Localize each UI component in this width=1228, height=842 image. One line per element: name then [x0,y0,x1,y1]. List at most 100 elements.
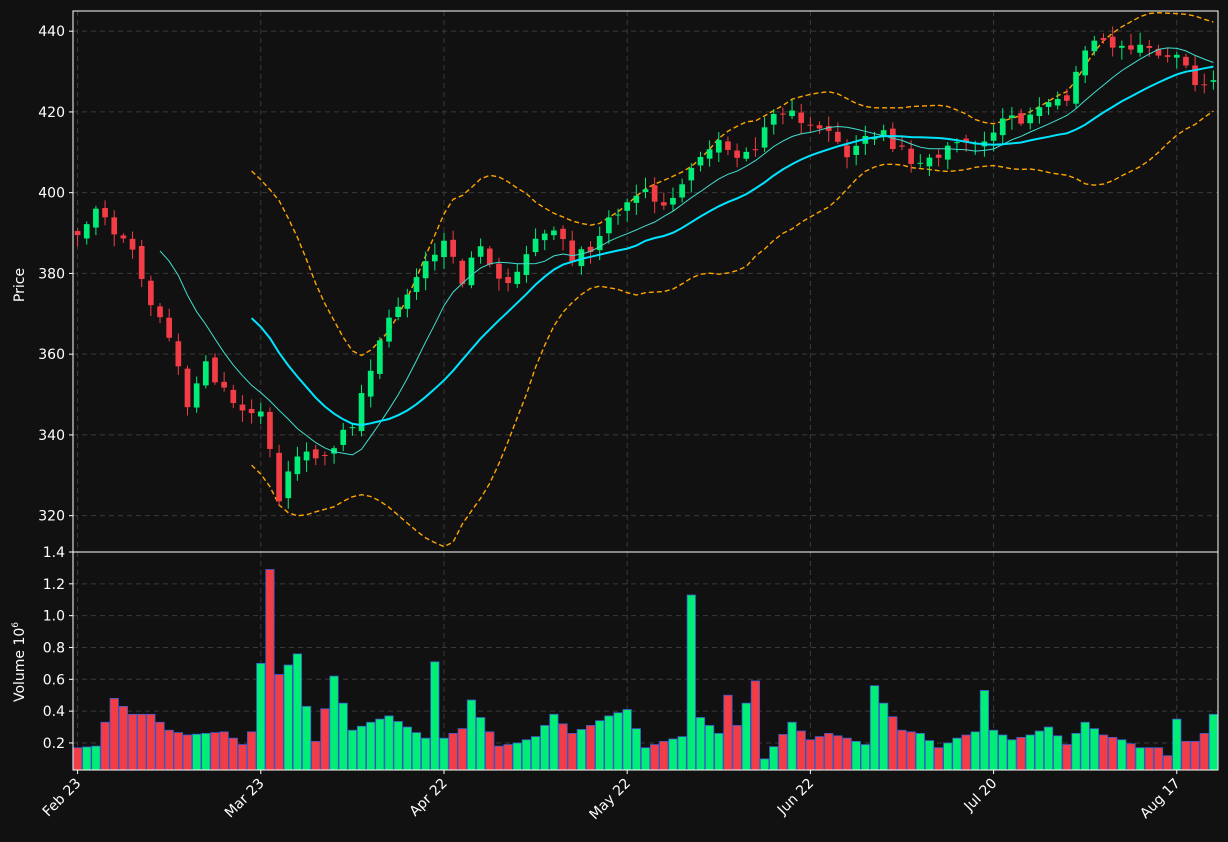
volume-bar [970,731,980,771]
candle-body [816,125,823,129]
volume-bar [998,734,1008,771]
volume-bar [1034,730,1044,771]
price-tick-label: 440 [38,24,65,40]
volume-tick-label: 0.2 [43,736,65,752]
volume-bar [741,702,751,771]
candle-body [1045,102,1052,107]
volume-bar [759,758,770,771]
candle-body [743,151,750,159]
candle-body [1100,38,1107,41]
volume-bars [72,569,1219,771]
volume-bar [1199,733,1209,771]
candle-body [1118,45,1125,48]
volume-bar [476,717,486,771]
volume-bar [1190,740,1200,771]
candle-body [285,471,292,499]
volume-bar [869,685,880,771]
candle-body [395,306,402,318]
candle-body [184,368,191,408]
volume-bar [924,740,935,771]
volume-axis-exponent-base: 10 [12,628,28,646]
volume-bar [91,745,101,771]
volume-bar [228,737,238,771]
price-axis-label: Price [12,268,28,302]
volume-bar [888,716,898,771]
volume-bar [182,734,193,771]
candle-body [413,277,420,292]
volume-bar [1071,733,1081,771]
price-tick-label: 340 [38,428,65,444]
volume-bar [814,736,825,771]
candle-body [303,451,310,461]
volume-bar [1144,747,1154,771]
volume-bar [301,705,312,771]
candle-body [1183,56,1189,66]
candle-body [340,429,347,445]
candle-body [944,145,951,160]
volume-bar [320,708,330,771]
volume-bar [1126,743,1136,771]
volume-bar [366,721,376,771]
volume-tick-label: 1.0 [43,609,65,625]
volume-bar [100,721,110,771]
volume-bar [943,742,953,771]
candle-body [129,238,136,250]
volume-bar [640,747,651,771]
moving-average-fast-line [159,47,1214,456]
candle-body [441,240,447,258]
volume-bar [146,713,156,771]
candle-body [825,126,832,131]
volume-bar [952,737,962,771]
volume-bar [1153,747,1164,771]
volume-bar [439,737,449,771]
bollinger-upper-line [251,11,1214,357]
volume-bar [1062,744,1072,771]
candle-body [532,238,539,253]
candle-body [358,393,365,432]
volume-bar [860,744,870,771]
candle-body [596,235,603,251]
volume-bar [906,731,916,771]
price-tick-label: 400 [38,186,65,202]
candle-body [422,261,429,279]
candle-body [1128,45,1134,50]
candle-body [954,142,960,144]
candle-body [935,154,942,158]
volume-bar [1117,739,1127,771]
candle-body [1009,115,1015,118]
volume-bar [595,720,605,771]
volume-bar [356,725,367,771]
volume-bar [329,675,339,771]
volume-bar [485,731,495,771]
volume-bar [558,723,568,771]
candle-body [752,149,759,151]
candle-body [450,239,456,257]
volume-bar [585,725,596,771]
volume-bar [430,661,440,771]
candle-body [120,235,127,239]
candle-body [624,202,631,211]
volume-bar [723,694,733,771]
candle-body [734,150,740,158]
volume-panel: 0.2 0.4 0.6 0.8 1.0 1.2 1.4 Volume 106 [11,545,1219,771]
volume-bar [778,734,788,771]
volume-bar [714,733,724,771]
candle-body [431,254,438,262]
volume-y-tick-labels: 0.2 0.4 0.6 0.8 1.0 1.2 1.4 [43,545,73,752]
volume-tick-label: 1.2 [43,577,65,593]
candle-body [679,184,685,198]
candle-body [706,149,713,159]
candle-body [1064,95,1070,101]
volume-bar [521,739,532,771]
volume-bar [1025,734,1035,771]
candle-body [871,138,878,140]
candle-body [367,370,374,397]
volume-bar [109,697,119,771]
volume-bar [494,745,504,771]
candle-body [844,145,850,158]
volume-axis-exponent-power: 6 [11,622,21,628]
candle-body [239,404,246,411]
candle-body [523,254,530,275]
candle-body [74,231,81,236]
volume-bar [824,733,834,771]
